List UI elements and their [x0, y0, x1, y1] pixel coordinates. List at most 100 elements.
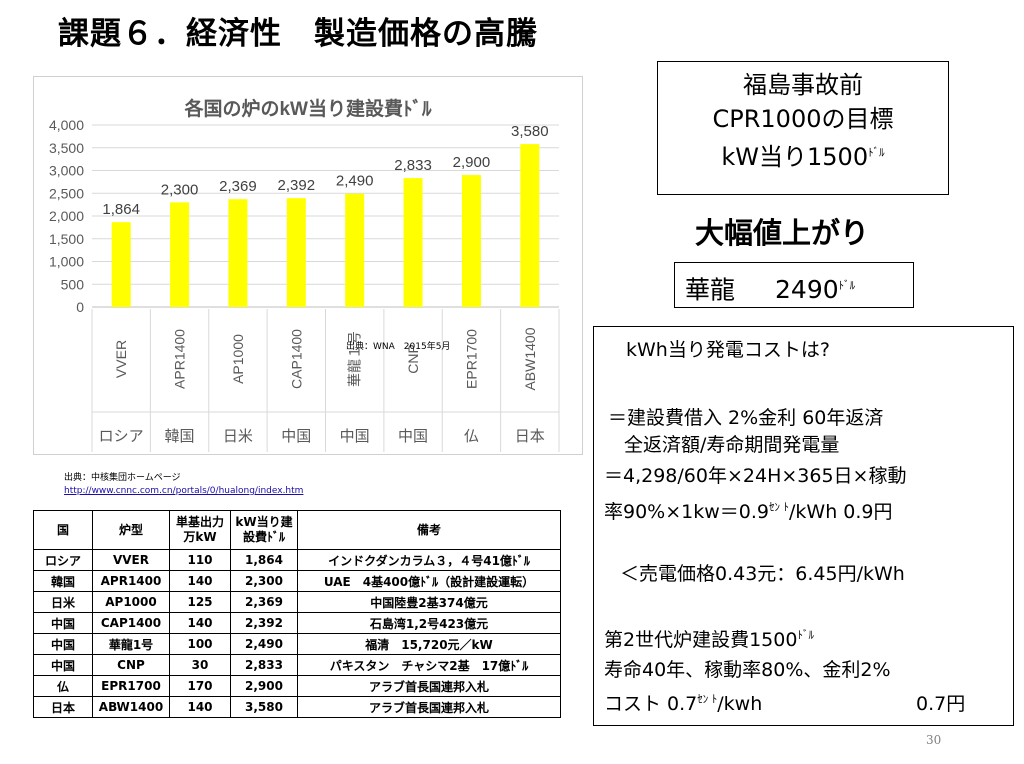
source-label: 出典：中核集団ホームページ	[64, 473, 181, 483]
x-tick-label: APR1400	[172, 329, 188, 389]
cell-cost-per-kw: 2,369	[230, 591, 298, 613]
target-cost-box: 福島事故前 CPR1000の目標 kW当り1500ﾄﾞﾙ	[657, 61, 949, 195]
cell-unit-output: 140	[169, 612, 231, 634]
data-label: 1,864	[102, 201, 140, 218]
table-row: 仏 EPR1700 170 2,900 アラブ首長国連邦入札	[33, 675, 561, 697]
country-label: 韓国	[165, 428, 195, 445]
data-label: 3,580	[511, 123, 549, 140]
cell-country: 中国	[33, 654, 93, 676]
country-label: 日本	[515, 428, 545, 445]
cell-reactor-type: CNP	[92, 654, 170, 676]
cell-remarks: アラブ首長国連邦入札	[297, 675, 561, 697]
table-row: 中国 華龍1号 100 2,490 福清 15,720元／kW	[33, 633, 561, 655]
bar	[403, 178, 423, 307]
cell-cost-per-kw: 2,300	[230, 570, 298, 592]
cell-unit-output: 140	[169, 696, 231, 718]
table-row: 日本 ABW1400 140 3,580 アラブ首長国連邦入札	[33, 696, 561, 718]
cost-line-1: ＝建設費借入 2%金利 60年返済	[608, 407, 884, 429]
data-label: 2,833	[394, 157, 432, 174]
table-row: 中国 CNP 30 2,833 パキスタン チャシマ2基 17億ﾄﾞﾙ	[33, 654, 561, 676]
cell-reactor-type: ABW1400	[92, 696, 170, 718]
cell-unit-output: 30	[169, 654, 231, 676]
bar	[345, 193, 365, 307]
header-country: 国	[33, 510, 93, 550]
y-tick-label: 1,000	[49, 254, 84, 270]
cell-cost-per-kw: 2,392	[230, 612, 298, 634]
x-tick-label: AP1000	[230, 334, 246, 384]
reactor-spec-table: 国 炉型 単基出力万kW kW当り建設費ﾄﾞﾙ 備考 ロシア VVER 110 1,8…	[33, 510, 561, 718]
data-label: 2,392	[278, 177, 316, 194]
country-label: 日米	[223, 428, 253, 445]
x-tick-label: 華龍１号	[347, 331, 363, 387]
y-tick-label: 1,500	[49, 231, 84, 247]
cell-unit-output: 125	[169, 591, 231, 613]
hualong-price: 2490	[775, 275, 839, 305]
cell-cost-per-kw: 2,900	[230, 675, 298, 697]
table-row: ロシア VVER 110 1,864 インドクダンカラム３，４号41億ﾄﾞﾙ	[33, 549, 561, 571]
cell-unit-output: 170	[169, 675, 231, 697]
target-line-3: kW当り1500ﾄﾞﾙ	[721, 143, 885, 171]
cell-remarks: アラブ首長国連邦入札	[297, 696, 561, 718]
source-note: 出典：中核集団ホームページ http://www.cnnc.com.cn/por…	[64, 472, 303, 498]
cost-line-2: 全返済額/寿命期間発電量	[624, 434, 840, 456]
cell-remarks: パキスタン チャシマ2基 17億ﾄﾞﾙ	[297, 654, 561, 676]
cell-cost-per-kw: 2,490	[230, 633, 298, 655]
cell-reactor-type: 華龍1号	[92, 633, 170, 655]
bar	[520, 144, 540, 307]
price-increase-label: 大幅値上がり	[695, 216, 870, 250]
bar	[170, 202, 190, 307]
cell-reactor-type: EPR1700	[92, 675, 170, 697]
cell-reactor-type: AP1000	[92, 591, 170, 613]
x-tick-label: CNP	[405, 344, 421, 374]
x-tick-label: CAP1400	[288, 329, 304, 389]
cell-cost-per-kw: 3,580	[230, 696, 298, 718]
cell-country: 日本	[33, 696, 93, 718]
cell-remarks: UAE 4基400億ﾄﾞﾙ（設計建設運転）	[297, 570, 561, 592]
cell-remarks: 福清 15,720元／kW	[297, 633, 561, 655]
dollar-unit: ﾄﾞﾙ	[868, 146, 885, 159]
country-label: 中国	[281, 428, 311, 445]
cell-cost-per-kw: 1,864	[230, 549, 298, 571]
y-tick-label: 4,000	[49, 117, 84, 133]
cell-remarks: インドクダンカラム３，４号41億ﾄﾞﾙ	[297, 549, 561, 571]
hualong-price-box: 華龍 2490ﾄﾞﾙ	[674, 262, 914, 308]
cell-country: 中国	[33, 612, 93, 634]
cell-cost-per-kw: 2,833	[230, 654, 298, 676]
country-label: 中国	[340, 428, 370, 445]
y-tick-label: 2,500	[49, 185, 84, 201]
cell-unit-output: 110	[169, 549, 231, 571]
header-unit-output: 単基出力万kW	[169, 510, 231, 550]
cost-line-8-value: 0.7円	[916, 693, 966, 715]
cost-line-6: 第2世代炉建設費1500ﾄﾞﾙ	[604, 628, 814, 651]
x-tick-label: EPR1700	[463, 329, 479, 389]
bar	[111, 222, 131, 307]
chart-frame: 各国の炉のkW当り建設費ﾄﾞﾙ 0 500 1,000 1,500 2,000 2,500 3…	[33, 76, 583, 455]
target-line-1: 福島事故前	[743, 71, 863, 99]
header-remarks: 備考	[297, 510, 561, 550]
cell-remarks: 石島湾1,2号423億元	[297, 612, 561, 634]
cell-reactor-type: APR1400	[92, 570, 170, 592]
cell-country: 韓国	[33, 570, 93, 592]
x-tick-label: VVER	[113, 340, 129, 378]
cost-heading: kWh当り発電コストは?	[626, 339, 830, 361]
source-link[interactable]: http://www.cnnc.com.cn/portals/0/hualong…	[64, 486, 304, 496]
data-label: 2,300	[161, 181, 199, 198]
x-tick-label: ABW1400	[522, 327, 538, 390]
chart-title: 各国の炉のkW当り建設費ﾄﾞﾙ	[183, 97, 432, 120]
table-header-row: 国 炉型 単基出力万kW kW当り建設費ﾄﾞﾙ 備考	[33, 510, 561, 550]
header-reactor-type: 炉型	[92, 510, 170, 550]
cost-line-3: ＝4,298/60年×24H×365日×稼動	[604, 465, 907, 487]
target-line-2: CPR1000の目標	[712, 105, 894, 133]
cost-line-5: ＜売電価格0.43元：6.45円/kWh	[620, 563, 905, 585]
cell-country: 日米	[33, 591, 93, 613]
y-tick-label: 2,000	[49, 208, 84, 224]
table-row: 中国 CAP1400 140 2,392 石島湾1,2号423億元	[33, 612, 561, 634]
table-row: 日米 AP1000 125 2,369 中国陸豊2基374億元	[33, 591, 561, 613]
data-label: 2,490	[336, 173, 374, 190]
bar	[286, 198, 306, 307]
data-label: 2,900	[453, 154, 491, 171]
country-label: ロシア	[99, 428, 144, 445]
cell-country: 仏	[33, 675, 93, 697]
bar-chart: 各国の炉のkW当り建設費ﾄﾞﾙ 0 500 1,000 1,500 2,000 2,500 3…	[49, 97, 560, 452]
cell-remarks: 中国陸豊2基374億元	[297, 591, 561, 613]
